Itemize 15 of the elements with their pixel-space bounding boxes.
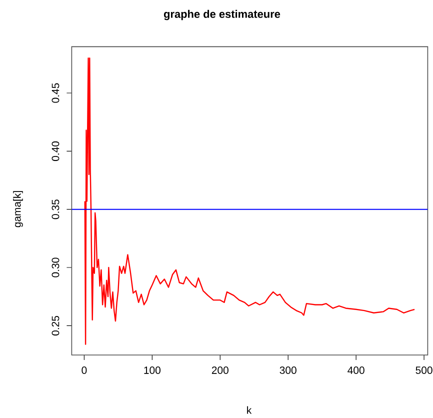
y-tick-label: 0.45 — [52, 83, 60, 103]
y-tick-label: 0.25 — [52, 316, 60, 336]
x-tick-label: 0 — [82, 366, 87, 374]
x-tick-label: 400 — [348, 366, 364, 374]
y-tick-label: 0.40 — [52, 141, 60, 161]
chart-title: graphe de estimateure — [164, 10, 280, 20]
x-tick-label: 300 — [280, 366, 296, 374]
line-series — [84, 58, 416, 345]
y-tick-label: 0.30 — [52, 258, 60, 278]
x-axis-title: k — [247, 406, 252, 414]
x-tick-label: 500 — [416, 366, 432, 374]
x-tick-label: 200 — [212, 366, 228, 374]
y-tick-label: 0.35 — [52, 200, 60, 220]
x-tick-label: 100 — [144, 366, 160, 374]
y-axis-title: gama[k] — [13, 191, 23, 228]
